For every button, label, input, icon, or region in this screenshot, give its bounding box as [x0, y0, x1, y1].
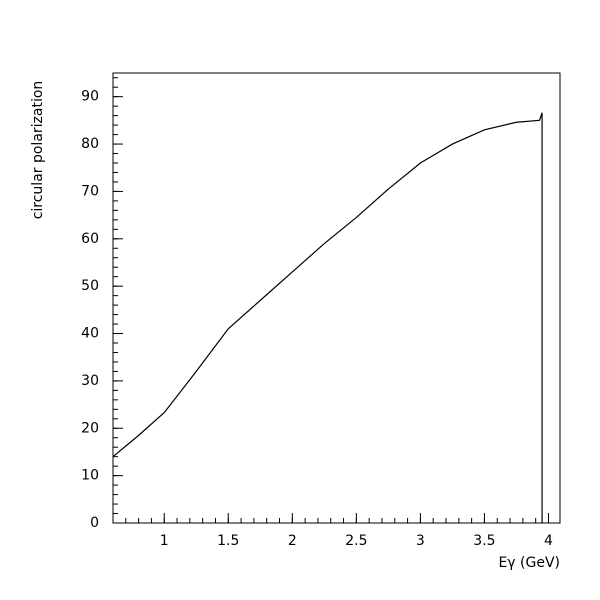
y-tick-label: 80	[81, 136, 99, 152]
x-tick-label: 4	[544, 533, 553, 549]
x-tick-label: 2	[288, 533, 297, 549]
y-tick-label: 20	[81, 420, 99, 436]
y-tick-label: 10	[81, 468, 99, 484]
x-tick-label: 1	[160, 533, 169, 549]
y-tick-label: 90	[81, 89, 99, 105]
data-line	[112, 112, 543, 523]
x-tick-label: 3	[416, 533, 425, 549]
y-axis-label: circular polarization	[30, 81, 46, 220]
y-tick-label: 60	[81, 231, 99, 247]
x-tick-label: 3.5	[473, 533, 495, 549]
y-tick-label: 50	[81, 278, 99, 294]
y-tick-label: 70	[81, 183, 99, 199]
plot-frame	[112, 72, 561, 524]
y-tick-label: 40	[81, 326, 99, 342]
x-tick-label: 2.5	[345, 533, 367, 549]
x-axis-label: Eγ (GeV)	[498, 555, 560, 571]
y-tick-label: 30	[81, 373, 99, 389]
y-tick-label: 0	[90, 515, 99, 531]
x-tick-label: 1.5	[217, 533, 239, 549]
